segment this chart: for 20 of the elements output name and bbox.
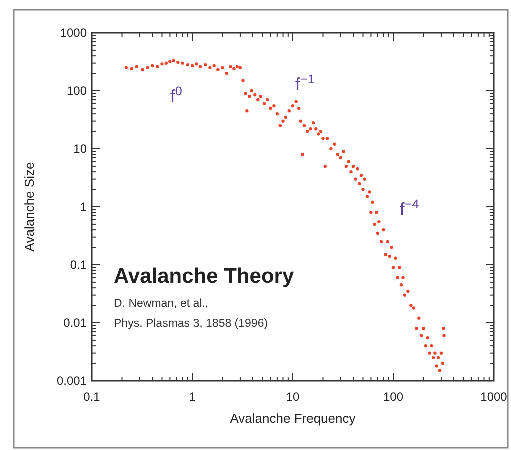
x-tick-label: 10: [286, 390, 300, 404]
x-axis-title: Avalanche Frequency: [230, 411, 356, 426]
annotation: D. Newman, et al.,: [114, 298, 209, 310]
text: Avalanche Theory: [114, 265, 294, 288]
annotation: f$^{−1}$: [295, 72, 315, 94]
x-tick-label: 1000: [480, 390, 508, 404]
y-axis-title: Avalanche Size: [22, 162, 37, 252]
y-tick-label: 0.1: [70, 258, 88, 272]
y-tick-label: 0.001: [56, 374, 88, 388]
y-tick-label: 100: [66, 84, 88, 98]
x-tick-label: 0.1: [84, 390, 101, 404]
y-tick-label: 0.01: [64, 316, 88, 330]
x-tick-label: 1: [189, 390, 196, 404]
annotation: f$^{−4}$: [400, 198, 420, 220]
x-tick-label: 100: [383, 390, 404, 404]
y-tick-label: 1000: [60, 26, 88, 40]
annotation: f$^{0}$: [170, 84, 182, 107]
y-tick-label: 10: [74, 142, 88, 156]
y-tick-label: 1: [80, 200, 88, 214]
annotation: Phys. Plasmas 3, 1858 (1996): [114, 318, 268, 330]
